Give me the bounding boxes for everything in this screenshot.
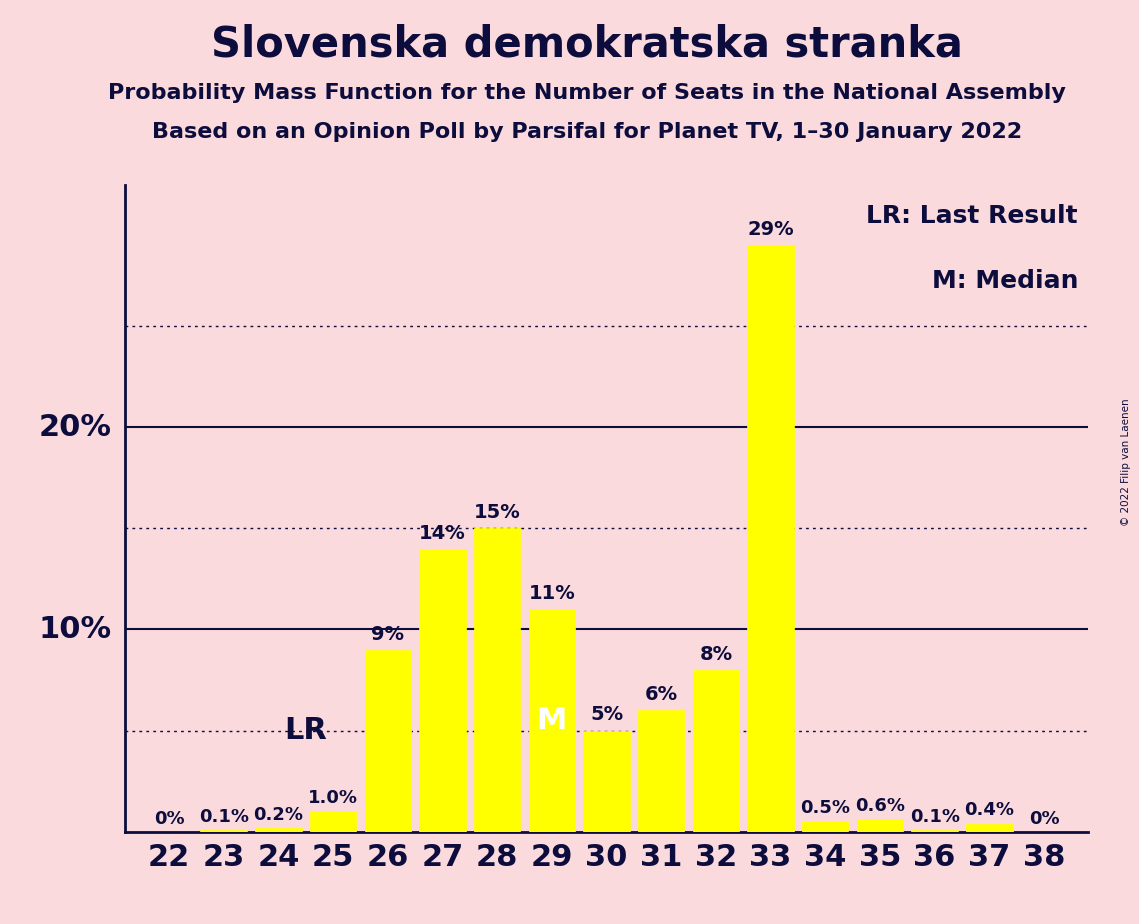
Bar: [857, 820, 903, 832]
Text: Based on an Opinion Poll by Parsifal for Planet TV, 1–30 January 2022: Based on an Opinion Poll by Parsifal for…: [151, 122, 1022, 142]
Bar: [310, 811, 357, 832]
Bar: [693, 670, 739, 832]
Text: 0.6%: 0.6%: [855, 797, 906, 816]
Text: 1.0%: 1.0%: [308, 789, 358, 808]
Text: 0%: 0%: [154, 809, 185, 828]
Text: M: Median: M: Median: [932, 269, 1079, 293]
Bar: [747, 246, 794, 832]
Text: M: M: [536, 706, 567, 735]
Text: 0.1%: 0.1%: [910, 808, 960, 825]
Text: 8%: 8%: [699, 645, 732, 663]
Bar: [583, 731, 630, 832]
Text: 0.2%: 0.2%: [253, 806, 303, 823]
Text: 0.4%: 0.4%: [965, 801, 1015, 820]
Text: 0.5%: 0.5%: [801, 799, 850, 818]
Bar: [966, 823, 1013, 832]
Bar: [638, 711, 685, 832]
Text: 6%: 6%: [645, 686, 678, 704]
Text: 5%: 5%: [590, 705, 623, 724]
Bar: [419, 549, 466, 832]
Text: 10%: 10%: [39, 615, 112, 644]
Text: Probability Mass Function for the Number of Seats in the National Assembly: Probability Mass Function for the Number…: [108, 83, 1065, 103]
Bar: [802, 821, 849, 832]
Text: 29%: 29%: [747, 220, 794, 239]
Text: 9%: 9%: [371, 625, 404, 644]
Bar: [364, 650, 411, 832]
Bar: [255, 828, 302, 832]
Text: © 2022 Filip van Laenen: © 2022 Filip van Laenen: [1121, 398, 1131, 526]
Text: LR: LR: [285, 716, 328, 745]
Bar: [200, 830, 247, 832]
Bar: [911, 830, 958, 832]
Text: 0.1%: 0.1%: [198, 808, 248, 825]
Text: 20%: 20%: [39, 413, 112, 442]
Text: 15%: 15%: [474, 504, 521, 522]
Text: 0%: 0%: [1029, 809, 1059, 828]
Bar: [474, 529, 521, 832]
Text: 11%: 11%: [528, 584, 575, 603]
Text: 14%: 14%: [419, 524, 466, 542]
Text: Slovenska demokratska stranka: Slovenska demokratska stranka: [211, 23, 962, 65]
Bar: [528, 609, 575, 832]
Text: LR: Last Result: LR: Last Result: [867, 204, 1079, 228]
